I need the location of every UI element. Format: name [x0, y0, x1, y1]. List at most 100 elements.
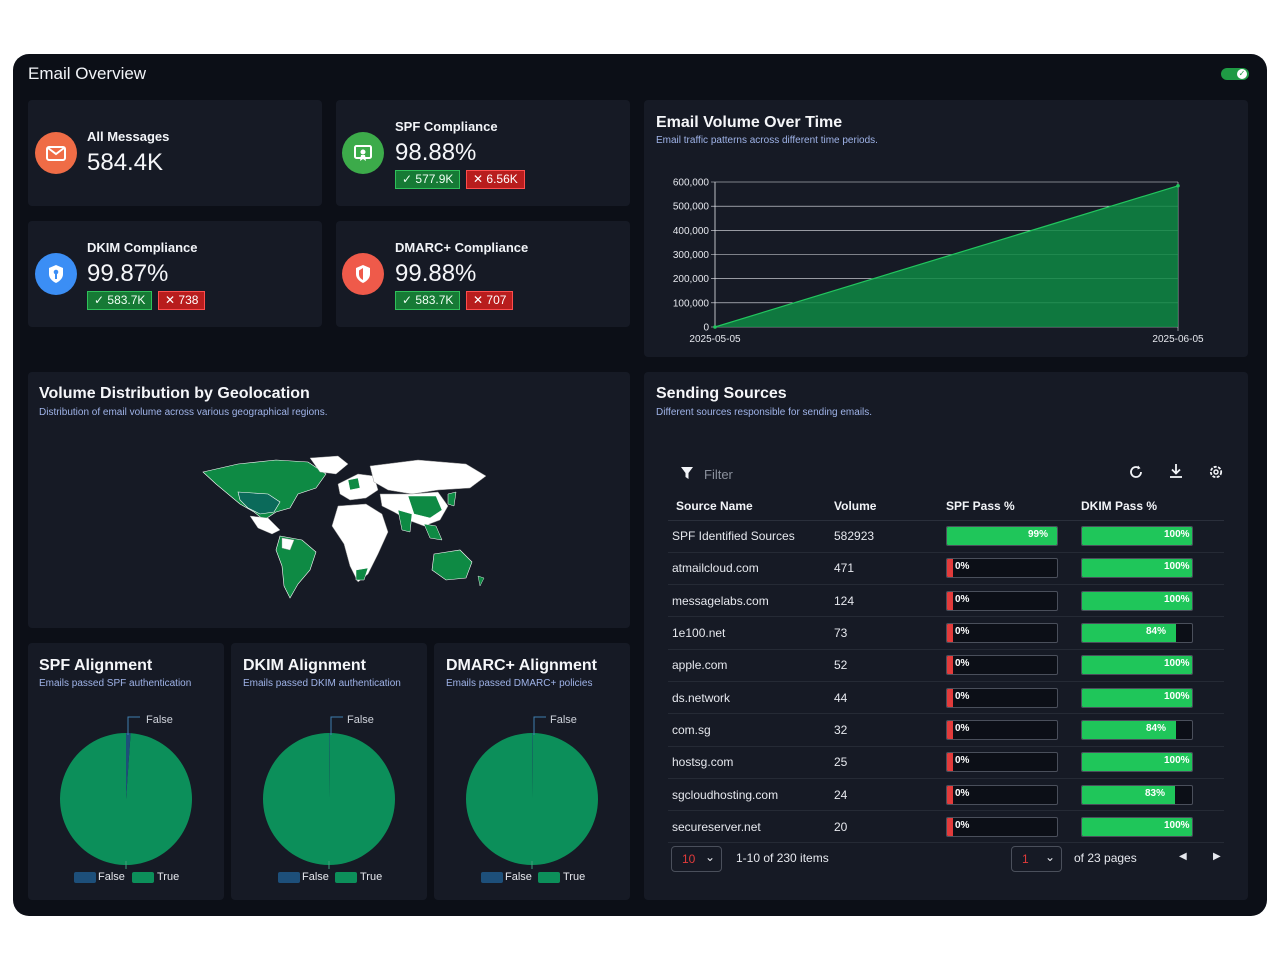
column-header-dkim-pass[interactable]: DKIM Pass %	[1081, 492, 1224, 521]
table-row[interactable]: hostsg.com 25 0% 100%	[668, 746, 1224, 779]
legend-false-text[interactable]: False	[302, 871, 329, 883]
y-tick-label: 500,000	[673, 202, 710, 213]
kpi-label: DKIM Compliance	[87, 240, 198, 255]
dkim-pass-fill	[1082, 817, 1192, 836]
table-row[interactable]: secureserver.net 20 0% 100%	[668, 810, 1224, 844]
theme-toggle[interactable]: ✓	[1221, 68, 1249, 80]
spf-alignment-pie	[60, 716, 193, 869]
legend-false-swatch[interactable]	[481, 872, 503, 883]
table-row[interactable]: SPF Identified Sources 582923 99% 100%	[668, 520, 1224, 553]
pie-slice-false[interactable]	[126, 733, 131, 799]
dkim-pass-cell: 100%	[1081, 681, 1224, 715]
filter-input[interactable]	[704, 465, 904, 483]
kpi-label: SPF Compliance	[395, 119, 498, 134]
spf-pass-fill	[947, 817, 953, 836]
spf-pass-fill	[947, 785, 953, 804]
legend-false-swatch[interactable]	[278, 872, 300, 883]
legend-true-swatch[interactable]	[132, 872, 154, 883]
data-point[interactable]	[1176, 183, 1180, 188]
spf-pass-bar: 0%	[946, 752, 1058, 773]
table-row[interactable]: apple.com 52 0% 100%	[668, 649, 1224, 682]
page-select[interactable]: 1 ⌄	[1011, 846, 1062, 872]
certificate-icon	[342, 132, 384, 174]
spf-pass-label: 0%	[955, 819, 970, 831]
source-name-cell: sgcloudhosting.com	[668, 778, 834, 812]
dmarc-alignment-card: DMARC+ Alignment Emails passed DMARC+ po…	[434, 643, 630, 900]
legend-true-text[interactable]: True	[360, 871, 383, 883]
data-point[interactable]	[713, 325, 717, 329]
table-row[interactable]: sgcloudhosting.com 24 0% 83%	[668, 778, 1224, 812]
alignment-subtitle: Emails passed DMARC+ policies	[446, 678, 593, 689]
spf-pass-bar: 0%	[946, 719, 1058, 740]
pie-label-leader	[330, 716, 343, 735]
spf-pass-label: 0%	[955, 722, 970, 734]
source-name-cell: com.sg	[668, 713, 834, 747]
geo-subtitle: Distribution of email volume across vari…	[39, 407, 328, 418]
spf-pass-fill	[947, 527, 1057, 546]
pie-slice-true[interactable]	[465, 733, 598, 865]
pie-slice-true[interactable]	[60, 733, 193, 865]
volume-cell: 52	[834, 649, 946, 682]
pass-chip: ✓ 583.7K	[87, 291, 153, 310]
legend-false-text[interactable]: False	[505, 871, 532, 883]
legend-false-text[interactable]: False	[98, 871, 125, 883]
download-icon[interactable]	[1168, 463, 1184, 484]
table-row[interactable]: atmailcloud.com 471 0% 100%	[668, 552, 1224, 586]
pie-slice-true[interactable]	[262, 733, 395, 865]
spf-pass-label: 0%	[955, 755, 970, 767]
page-value: 1	[1022, 852, 1029, 866]
volume-cell: 582923	[834, 520, 946, 553]
legend-true-swatch[interactable]	[538, 872, 560, 883]
page-size-value: 10	[682, 852, 696, 866]
table-row[interactable]: ds.network 44 0% 100%	[668, 681, 1224, 715]
next-page-icon[interactable]: ▶	[1213, 851, 1221, 862]
spf-pass-bar: 99%	[946, 526, 1058, 547]
sources-title: Sending Sources	[656, 385, 787, 402]
fail-count: 6.56K	[486, 172, 518, 186]
prev-page-icon[interactable]: ◀	[1179, 851, 1187, 862]
column-header-source-name[interactable]: Source Name	[668, 492, 834, 521]
legend-true-swatch[interactable]	[335, 872, 357, 883]
dkim-pass-bar: 84%	[1081, 623, 1193, 644]
volume-line	[714, 185, 1179, 328]
source-name-cell: ds.network	[668, 681, 834, 715]
legend-false-swatch[interactable]	[74, 872, 96, 883]
spf-pass-fill	[947, 591, 953, 610]
filter-icon[interactable]	[680, 466, 694, 485]
spf-pass-label: 0%	[955, 658, 970, 670]
page-size-select[interactable]: 10 ⌄	[671, 846, 722, 872]
spf-pass-bar: 0%	[946, 590, 1058, 611]
spf-pass-cell: 0%	[946, 681, 1081, 715]
fail-chip: ✕ 6.56K	[466, 170, 525, 189]
refresh-icon[interactable]	[1128, 464, 1144, 485]
spf-pass-bar: 0%	[946, 784, 1058, 805]
pie-slice-false[interactable]	[329, 733, 330, 799]
column-header-spf-pass[interactable]: SPF Pass %	[946, 492, 1081, 521]
column-header-volume[interactable]: Volume	[834, 492, 946, 521]
volume-chart-card: Email Volume Over Time Email traffic pat…	[644, 100, 1248, 357]
sources-subtitle: Different sources responsible for sendin…	[656, 407, 873, 418]
legend-true-text[interactable]: True	[157, 871, 180, 883]
dkim-pass-fill	[1082, 527, 1192, 546]
source-name-cell: hostsg.com	[668, 746, 834, 779]
source-name-cell: apple.com	[668, 649, 834, 682]
kpi-label: DMARC+ Compliance	[395, 240, 529, 255]
spf-pass-cell: 0%	[946, 713, 1081, 747]
dkim-pass-cell: 84%	[1081, 713, 1224, 747]
volume-cell: 24	[834, 778, 946, 812]
shield-icon	[342, 253, 384, 295]
dashboard-frame: Email Overview ✓ All Messages 584.4K SPF…	[13, 54, 1267, 916]
world-map	[202, 455, 487, 599]
table-row[interactable]: com.sg 32 0% 84%	[668, 713, 1224, 747]
sending-sources-card: Sending Sources Different sources respon…	[644, 372, 1248, 900]
kpi-value: 99.87%	[87, 260, 169, 287]
gear-icon[interactable]	[1208, 464, 1224, 485]
spf-pass-cell: 0%	[946, 778, 1081, 812]
source-name-cell: atmailcloud.com	[668, 552, 834, 586]
legend-true-text[interactable]: True	[563, 871, 586, 883]
dkim-pass-cell: 100%	[1081, 810, 1224, 844]
dkim-pass-fill	[1082, 624, 1176, 643]
table-row[interactable]: 1e100.net 73 0% 84%	[668, 616, 1224, 650]
dkim-pass-fill	[1082, 559, 1192, 578]
table-row[interactable]: messagelabs.com 124 0% 100%	[668, 584, 1224, 618]
